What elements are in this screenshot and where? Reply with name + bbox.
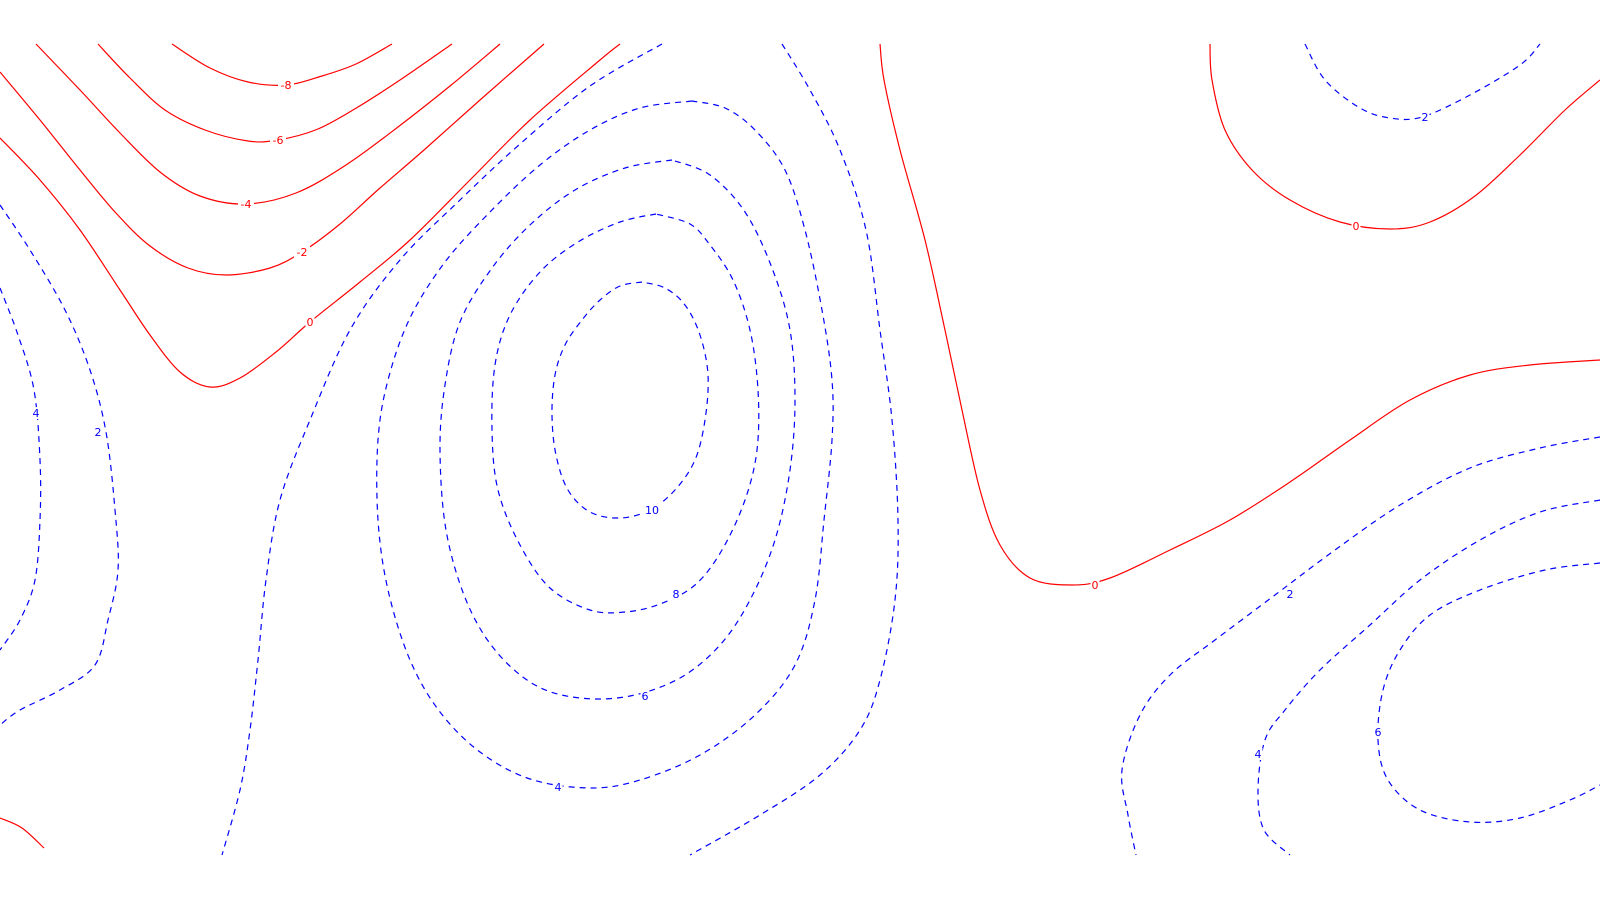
- contour-lines: [0, 43, 1600, 856]
- contour-label: 6: [1375, 726, 1382, 739]
- contour-label-background: [1373, 726, 1383, 738]
- contour-label: 0: [307, 316, 314, 329]
- contour-line-level-neg6-1: [97, 43, 453, 143]
- contour-line-level-10-19: [551, 281, 709, 519]
- contour-label: 4: [555, 781, 562, 794]
- contour-line-level-0-5: [0, 817, 45, 849]
- contour-line-level-neg4-2: [35, 43, 501, 205]
- contour-line-level-2-12: [1120, 436, 1600, 856]
- contour-label-background: [1090, 579, 1100, 591]
- contour-line-level-4-15: [1257, 499, 1600, 856]
- contour-label: 0: [1092, 579, 1099, 592]
- contour-line-level-0-7: [1209, 43, 1600, 230]
- contour-label-background: [553, 781, 563, 793]
- contour-line-level-2-10: [689, 43, 899, 856]
- contour-line-level-4-14: [376, 100, 834, 789]
- contour-label-background: [278, 79, 294, 91]
- contour-label: 4: [33, 407, 40, 420]
- contour-label-background: [1420, 111, 1430, 123]
- contour-label-background: [93, 426, 103, 438]
- contour-label-background: [238, 198, 254, 210]
- contour-line-level-2-8: [0, 204, 119, 726]
- contour-label-background: [270, 134, 286, 146]
- contour-line-level-8-18: [491, 213, 760, 614]
- contour-label: -8: [281, 79, 292, 92]
- contour-label: 2: [95, 426, 102, 439]
- contour-label: 4: [1255, 748, 1262, 761]
- contour-label: -4: [241, 198, 252, 211]
- contour-label-background: [644, 504, 660, 516]
- contour-label-background: [1351, 220, 1361, 232]
- contour-label-background: [31, 407, 41, 419]
- contour-line-level-6-16: [439, 159, 796, 700]
- contour-line-level-6-17: [1377, 562, 1600, 824]
- contour-label: -2: [297, 246, 308, 259]
- contour-label-background: [640, 690, 650, 702]
- contour-line-level-neg2-3: [0, 43, 545, 276]
- contour-line-level-2-9: [221, 43, 663, 856]
- contour-line-level-4-13: [0, 287, 42, 651]
- contour-label: 6: [642, 690, 649, 703]
- contour-label-background: [1253, 748, 1263, 760]
- contour-label: 8: [673, 588, 680, 601]
- contour-line-level-0-4: [0, 43, 621, 388]
- contour-line-level-2-11: [1304, 43, 1541, 121]
- contour-label: 0: [1353, 220, 1360, 233]
- contour-label: 2: [1287, 588, 1294, 601]
- contour-label-background: [1285, 588, 1295, 600]
- contour-label: -6: [273, 134, 284, 147]
- contour-label-background: [305, 316, 315, 328]
- contour-label-background: [294, 246, 310, 258]
- contour-label: 10: [645, 504, 659, 517]
- contour-label: 2: [1422, 111, 1429, 124]
- contour-label-background: [671, 588, 681, 600]
- contour-line-level-0-6: [879, 43, 1600, 586]
- contour-labels: -8 -6 -4 -2 0 0 0 2 2 2 4 4 4 6 6 8 10: [31, 79, 1430, 794]
